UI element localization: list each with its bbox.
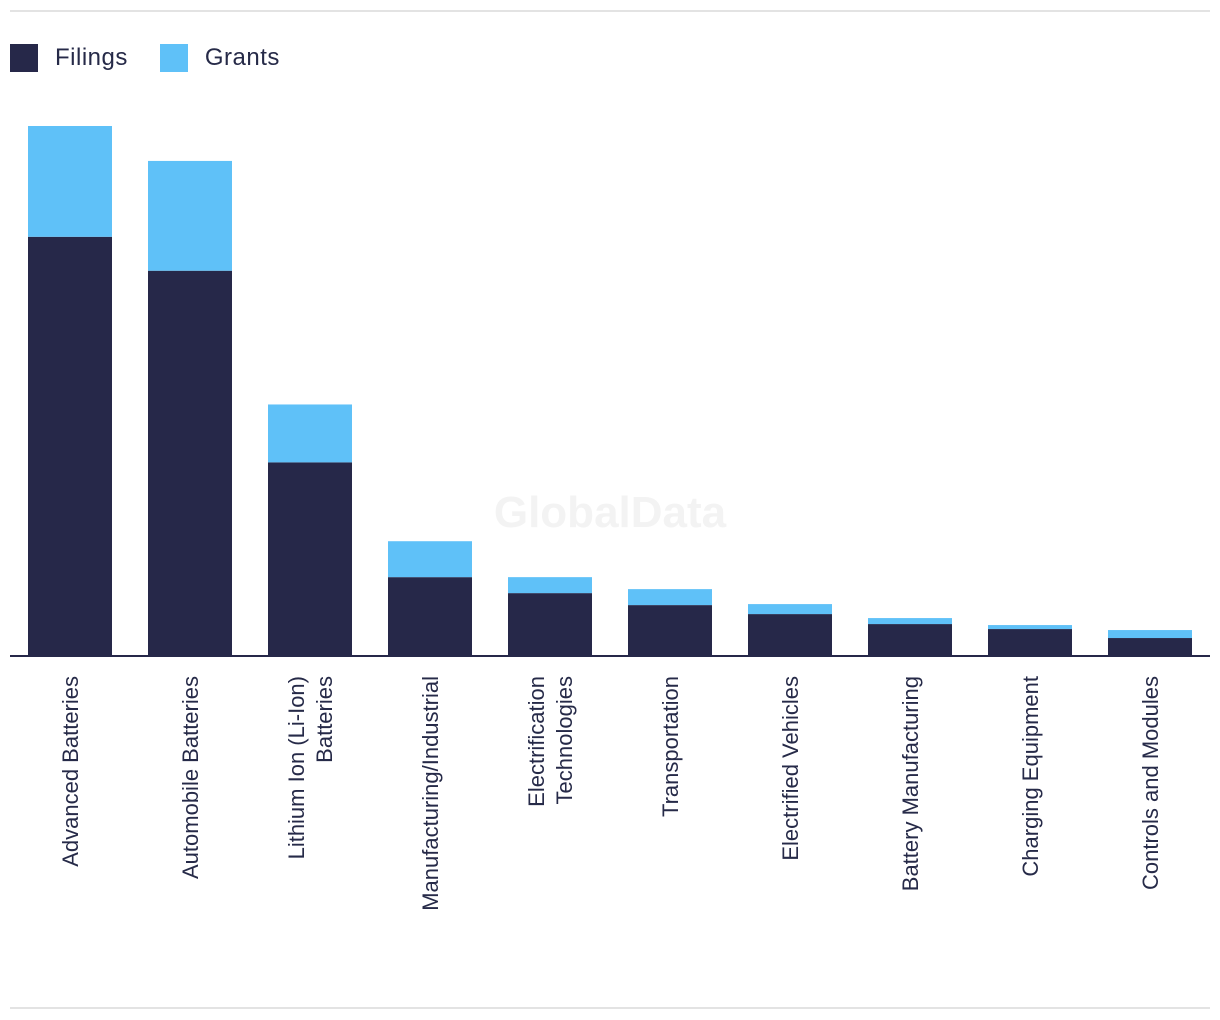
bottom-divider [10,1007,1210,1009]
bar-grants-2[interactable] [148,160,232,271]
bar-grants-9[interactable] [988,625,1072,630]
x-tick-label-7: Electrified Vehicles [778,676,803,861]
x-tick-label-8: Battery Manufacturing [898,676,923,891]
bar-grants-4[interactable] [388,541,472,578]
legend-item-filings[interactable]: Filings [10,44,128,72]
bar-filings-6[interactable] [628,605,712,655]
bar-filings-10[interactable] [1108,638,1192,655]
bar-filings-2[interactable] [148,270,232,655]
bar-filings-8[interactable] [868,624,952,655]
x-tick-label-9: Charging Equipment [1018,676,1043,877]
bar-filings-3[interactable] [268,462,352,655]
legend-swatch-filings [10,44,38,72]
bars-group [28,126,1192,655]
bar-filings-5[interactable] [508,593,592,655]
bar-grants-8[interactable] [868,618,952,625]
x-tick-label-1: Advanced Batteries [58,676,83,867]
legend-label-filings: Filings [55,44,128,71]
bar-grants-10[interactable] [1108,630,1192,639]
bar-grants-1[interactable] [28,126,112,237]
x-tick-label-3: Lithium Ion (Li-Ion) Batteries [284,676,337,859]
bar-grants-6[interactable] [628,589,712,606]
x-tick-label-10: Controls and Modules [1138,676,1163,890]
x-tick-label-4: Manufacturing/Industrial [418,676,443,911]
bar-grants-3[interactable] [268,404,352,463]
legend-item-grants[interactable]: Grants [159,44,280,72]
chart-legend: Filings Grants [10,44,312,72]
top-divider [10,10,1210,12]
x-tick-label-5: Electrification Technologies [524,676,577,807]
watermark: GlobalData [494,488,727,537]
bar-filings-4[interactable] [388,577,472,655]
x-tick-label-6: Transportation [658,676,683,817]
x-tick-labels: Advanced Batteries Automobile Batteries Li… [58,676,1163,911]
legend-swatch-grants [159,44,188,72]
legend-label-grants: Grants [204,44,280,71]
bar-filings-9[interactable] [988,629,1072,655]
x-tick-label-2: Automobile Batteries [178,676,203,879]
bar-filings-1[interactable] [28,236,112,655]
bar-grants-7[interactable] [748,604,832,615]
bar-filings-7[interactable] [748,614,832,655]
bar-grants-5[interactable] [508,577,592,594]
